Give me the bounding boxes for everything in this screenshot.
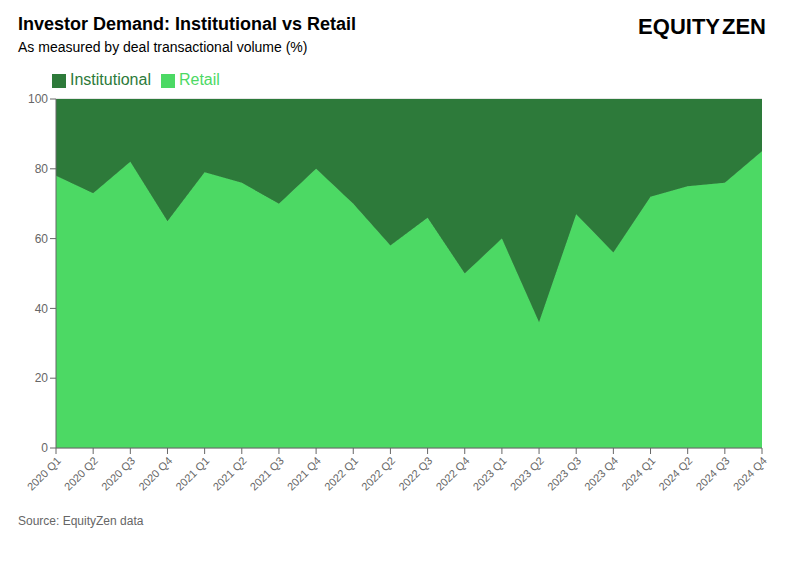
- svg-text:2020 Q1: 2020 Q1: [25, 454, 63, 492]
- svg-text:2022 Q1: 2022 Q1: [322, 454, 360, 492]
- svg-text:40: 40: [35, 302, 49, 316]
- svg-text:2024 Q2: 2024 Q2: [656, 454, 694, 492]
- svg-text:2023 Q3: 2023 Q3: [545, 454, 583, 492]
- svg-text:2020 Q4: 2020 Q4: [136, 454, 174, 492]
- svg-text:2021 Q2: 2021 Q2: [210, 454, 248, 492]
- svg-text:20: 20: [35, 371, 49, 385]
- html-text:As measured by deal transactio: As measured by deal transactional volume…: [18, 39, 308, 55]
- svg-text:2021 Q1: 2021 Q1: [173, 454, 211, 492]
- svg-text:2023 Q1: 2023 Q1: [471, 454, 509, 492]
- html-text:Source: EquityZen data: Source: EquityZen data: [18, 514, 144, 528]
- svg-text:2021 Q3: 2021 Q3: [248, 454, 286, 492]
- svg-text:2023 Q4: 2023 Q4: [582, 454, 620, 492]
- svg-text:100: 100: [28, 92, 48, 106]
- html-text:Investor Demand: Institutional: Investor Demand: Institutional vs Retail: [18, 14, 357, 34]
- svg-text:0: 0: [41, 441, 48, 455]
- html-text:EQUITY ZEN: EQUITY ZEN: [638, 14, 766, 39]
- svg-text:2024 Q4: 2024 Q4: [731, 454, 769, 492]
- svg-text:2023 Q2: 2023 Q2: [508, 454, 546, 492]
- html-text:Institutional: Institutional: [70, 71, 151, 88]
- html-text:Retail: Retail: [178, 71, 220, 88]
- svg-text:2020 Q2: 2020 Q2: [62, 454, 100, 492]
- svg-text:2022 Q4: 2022 Q4: [433, 454, 471, 492]
- svg-text:2021 Q4: 2021 Q4: [285, 454, 323, 492]
- svg-text:2024 Q3: 2024 Q3: [693, 454, 731, 492]
- svg-text:2022 Q2: 2022 Q2: [359, 454, 397, 492]
- svg-text:2022 Q3: 2022 Q3: [396, 454, 434, 492]
- svg-text:80: 80: [35, 162, 49, 176]
- svg-text:2024 Q1: 2024 Q1: [619, 454, 657, 492]
- svg-text:2020 Q3: 2020 Q3: [99, 454, 137, 492]
- svg-text:60: 60: [35, 232, 49, 246]
